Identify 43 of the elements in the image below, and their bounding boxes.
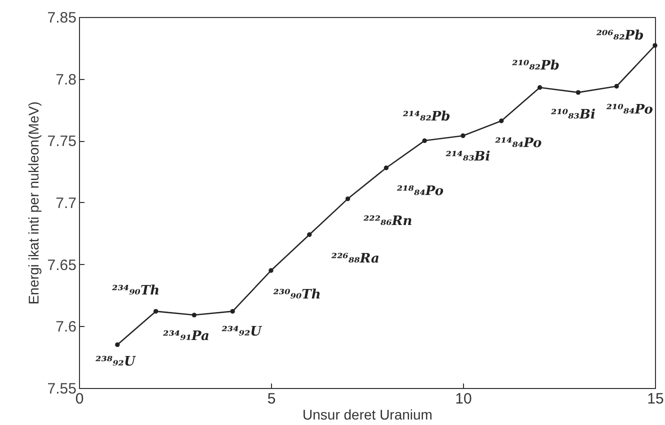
x-tick-label: 0: [75, 390, 84, 408]
y-tick-label: 7.75: [47, 133, 76, 150]
y-tick-label: 7.6: [56, 318, 76, 336]
annotation: ²³⁴₉₂U: [222, 324, 262, 340]
y-tick-label: 7.7: [56, 195, 76, 212]
annotation: ²¹⁴₈₄Po: [495, 136, 542, 151]
annotation: ²⁰⁶₈₂Pb: [596, 28, 644, 44]
point: [614, 84, 619, 89]
point: [384, 166, 389, 170]
annotation: ²¹⁴₈₃Bi: [446, 150, 490, 165]
annotation: ²¹⁰₈₂Pb: [512, 58, 560, 74]
annotation: ²¹⁸₈₄Po: [396, 184, 444, 199]
annotation: ²³⁴₉₀Th: [112, 283, 160, 298]
point: [115, 342, 120, 348]
x-tick-label: 5: [267, 390, 276, 408]
annotation: ²¹⁰₈₄Po: [606, 102, 654, 118]
y-tick-label: 7.8: [56, 71, 76, 88]
point: [537, 85, 542, 90]
x-axis-title: Unsur deret Uranium: [302, 406, 432, 422]
point: [192, 312, 197, 318]
y-tick-label: 7.65: [47, 256, 76, 274]
x-tick-label: 10: [455, 390, 472, 408]
annotation: ²³⁰₉₀Th: [273, 288, 321, 303]
point: [345, 196, 350, 202]
x-tick-label: 15: [647, 390, 664, 408]
point: [307, 232, 312, 237]
point: [576, 90, 581, 95]
annotation: ²¹⁴₈₂Pb: [402, 110, 450, 125]
point: [230, 308, 235, 314]
annotation: ²²⁶₈₈Ra: [331, 252, 380, 267]
point: [499, 118, 504, 124]
point: [652, 43, 658, 48]
y-axis-title: Energi ikat inti per nukleon(MeV): [25, 101, 42, 305]
point: [460, 133, 466, 138]
annotation: ²³⁴₉₁Pa: [163, 329, 210, 344]
annotation: ²³⁸₉₂U: [95, 354, 136, 370]
y-tick-label: 7.55: [47, 380, 76, 398]
y-tick-label: 7.85: [47, 10, 76, 26]
point: [422, 138, 427, 144]
annotation: ²¹⁰₈₃Bi: [550, 107, 596, 122]
point: [268, 268, 274, 273]
annotation: ²²²₈₆Rn: [363, 214, 412, 229]
point: [153, 308, 158, 314]
